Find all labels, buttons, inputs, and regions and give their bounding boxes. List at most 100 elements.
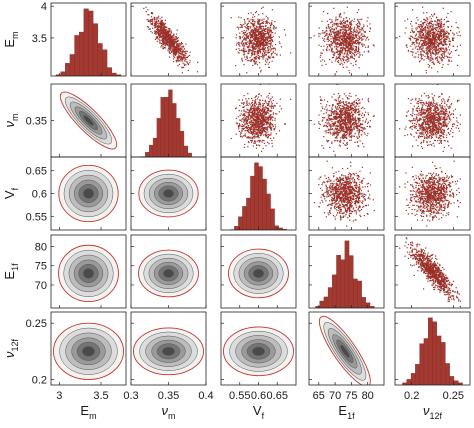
scatter-point — [437, 61, 439, 63]
scatter-point — [346, 40, 348, 42]
scatter-point — [430, 18, 433, 20]
scatter-point — [349, 23, 351, 25]
scatter-point — [357, 32, 359, 34]
scatter-point — [165, 39, 167, 42]
scatter-point — [175, 52, 177, 54]
scatter-point — [162, 30, 164, 32]
scatter-point — [338, 43, 340, 45]
scatter-point — [262, 37, 265, 39]
scatter-point — [182, 62, 184, 64]
scatter-point — [344, 37, 347, 40]
scatter-point — [414, 37, 416, 40]
scatter-point — [339, 54, 341, 56]
scatter-point — [165, 36, 167, 38]
scatter-point — [240, 132, 242, 134]
scatter-point — [345, 55, 347, 58]
scatter-point — [239, 45, 241, 47]
scatter-point — [264, 128, 267, 130]
scatter-point — [320, 99, 322, 102]
scatter-point — [332, 132, 334, 135]
scatter-point — [359, 24, 361, 26]
scatter-point — [256, 122, 258, 124]
scatter-point — [436, 20, 439, 22]
histogram-bar-num-9 — [176, 118, 181, 157]
scatter-point — [284, 123, 287, 125]
scatter-point — [335, 35, 337, 37]
scatter-point — [339, 31, 341, 34]
scatter-point — [443, 34, 445, 36]
scatter-point — [250, 26, 252, 28]
scatter-point — [345, 108, 347, 110]
scatter-point — [342, 49, 344, 51]
scatter-point — [168, 56, 171, 58]
scatter-point — [336, 137, 338, 139]
scatter-point — [247, 114, 249, 116]
scatter-point — [252, 47, 255, 49]
scatter-point — [342, 42, 344, 45]
scatter-point — [272, 107, 274, 109]
scatter-point — [339, 39, 341, 41]
scatter-point — [326, 20, 328, 22]
scatter-point — [334, 60, 337, 62]
scatter-point — [183, 48, 186, 50]
scatter-point — [250, 109, 252, 112]
scatter-point — [340, 16, 342, 18]
scatter-point — [428, 49, 430, 51]
scatter-point — [161, 19, 163, 21]
scatter-point — [269, 105, 271, 107]
scatter-point — [348, 72, 351, 74]
scatter-point — [255, 35, 257, 37]
scatter-point — [256, 111, 258, 114]
scatter-point — [343, 59, 345, 61]
scatter-point — [330, 41, 333, 43]
scatter-point — [267, 49, 270, 51]
scatter-point — [290, 52, 292, 54]
scatter-point — [262, 121, 264, 124]
scatter-point — [341, 50, 343, 52]
scatter-point — [433, 38, 435, 41]
scatter-point — [175, 46, 177, 48]
scatter-point — [262, 128, 264, 130]
scatter-point — [270, 116, 272, 118]
scatter-point — [236, 122, 238, 125]
scatter-point — [246, 24, 249, 26]
scatter-point — [336, 51, 338, 53]
scatter-point — [329, 58, 331, 61]
scatter-point — [266, 122, 268, 125]
scatter-point — [248, 109, 250, 111]
scatter-point — [337, 108, 339, 110]
scatter-point — [265, 130, 267, 133]
scatter-point — [345, 24, 347, 26]
scatter-point — [249, 104, 251, 106]
scatter-point — [335, 33, 337, 36]
scatter-point — [262, 103, 264, 105]
scatter-point — [330, 48, 332, 50]
scatter-point — [265, 120, 267, 122]
scatter-point — [261, 31, 263, 33]
scatter-point — [264, 30, 266, 33]
scatter-point — [154, 25, 156, 28]
scatter-point — [160, 46, 162, 48]
scatter-point — [247, 131, 250, 133]
scatter-point — [425, 33, 427, 35]
scatter-point — [273, 129, 275, 131]
scatter-point — [268, 32, 270, 34]
scatter-point — [241, 57, 243, 60]
scatter-point — [271, 36, 273, 39]
scatter-point — [354, 31, 356, 33]
scatter-point — [423, 59, 425, 61]
scatter-point — [169, 35, 171, 37]
scatter-point — [352, 42, 354, 45]
scatter-point — [357, 97, 359, 100]
scatter-point — [265, 145, 267, 147]
scatter-point — [247, 52, 249, 54]
scatter-point — [167, 41, 169, 43]
scatter-point — [261, 132, 264, 134]
scatter-point — [358, 130, 360, 132]
scatter-point — [428, 22, 431, 24]
scatter-point — [263, 119, 265, 122]
scatter-point — [167, 44, 169, 46]
histogram-bar-Em-1 — [60, 71, 66, 76]
scatter-point — [253, 33, 255, 35]
scatter-point — [247, 27, 249, 29]
